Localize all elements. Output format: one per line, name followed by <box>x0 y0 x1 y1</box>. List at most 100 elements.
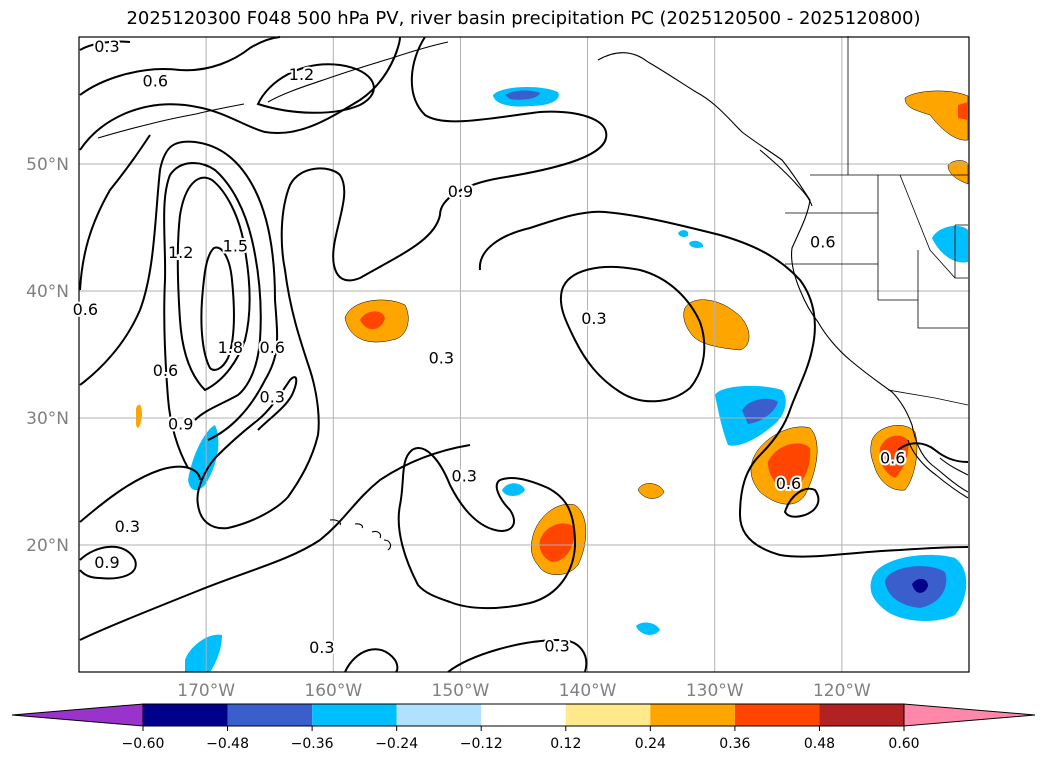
pv-contour-label: 0.9 <box>448 182 473 201</box>
pv-contour-label: 0.3 <box>115 517 140 536</box>
pv-contour-label: 1.8 <box>218 338 243 357</box>
pv-contour-label: 0.6 <box>73 300 98 319</box>
shade-blob <box>768 443 811 490</box>
pv-contour <box>447 638 588 673</box>
lat-tick-label: 50°N <box>26 155 69 175</box>
pv-contour-label: 0.6 <box>880 449 905 468</box>
shade-blob <box>947 160 969 185</box>
pv-contour-label: 0.3 <box>309 638 334 657</box>
pv-contour-label: 0.6 <box>153 361 178 380</box>
colorbar-segment <box>819 704 904 726</box>
pv-contour <box>478 210 969 558</box>
pv-contour <box>559 266 706 403</box>
lon-tick-label: 150°W <box>432 681 490 701</box>
pv-contour-label: 0.3 <box>544 637 569 656</box>
lon-tick-label: 160°W <box>304 681 362 701</box>
vancouver-island <box>759 149 813 207</box>
canada-province-border <box>847 36 956 279</box>
pv-contour <box>79 545 137 580</box>
colorbar-segment <box>396 704 482 726</box>
map-frame <box>78 36 970 673</box>
aleutians <box>97 103 245 139</box>
pv-contour-label: 0.6 <box>810 233 835 252</box>
coastlines <box>97 41 969 551</box>
graticule <box>79 37 969 672</box>
pv-contour <box>79 36 401 151</box>
colorbar-extend-low <box>11 703 144 727</box>
lat-tick-label: 40°N <box>26 282 69 302</box>
pv-contour <box>176 176 251 392</box>
pv-contour-label: 1.2 <box>168 243 193 262</box>
pv-contour-label: 0.9 <box>168 414 193 433</box>
shade-blob <box>932 225 968 263</box>
colorbar: −0.60 −0.48 −0.36 −0.24 −0.12 0.12 0.24 0.36 0.4… <box>11 703 1036 752</box>
pv-contour <box>79 140 279 441</box>
lat-tick-label: 30°N <box>26 409 69 429</box>
pv-contour-label: 1.2 <box>289 65 314 84</box>
baja-california <box>907 439 969 499</box>
colorbar-tick-label: −0.12 <box>460 736 503 752</box>
axis-labels: 170°W 160°W 150°W 140°W 130°W 120°W 20°N 30°N 40… <box>26 155 871 701</box>
pv-contour-labels: 0.3 0.6 1.2 0.9 0.6 1.2 1.5 0.6 1.8 0.6 0.6 0.3 0.9 0… <box>71 35 908 659</box>
pv-contour <box>783 487 820 518</box>
pv-contour <box>196 36 608 530</box>
shade-blob <box>502 483 525 496</box>
pv-contour-label: 0.3 <box>452 466 477 485</box>
pv-contour <box>79 465 201 523</box>
pv-contour-label: 0.6 <box>260 338 285 357</box>
pv-contour-label: 1.5 <box>223 237 248 256</box>
colorbar-tick-label: 0.60 <box>888 736 919 752</box>
pv-contour <box>897 442 969 463</box>
lon-tick-label: 130°W <box>686 681 744 701</box>
shade-blob <box>188 425 219 491</box>
pv-contour <box>344 648 399 673</box>
shade-blob <box>360 311 385 330</box>
lon-tick-label: 170°W <box>177 681 235 701</box>
colorbar-segment <box>734 704 820 726</box>
lon-tick-label: 120°W <box>813 681 871 701</box>
colorbar-tick-label: 0.24 <box>635 736 666 752</box>
shade-blob <box>912 578 928 593</box>
lon-tick-label: 140°W <box>559 681 617 701</box>
colorbar-segment <box>481 704 566 726</box>
pv-contour-label: 0.3 <box>260 388 285 407</box>
shade-blob <box>678 230 689 237</box>
pv-contour-label: 0.9 <box>94 553 119 572</box>
pv-contour <box>79 444 471 641</box>
colorbar-tick-label: 0.12 <box>550 736 581 752</box>
shade-blob <box>636 622 660 635</box>
shade-blob <box>539 523 575 562</box>
chart-title: 2025120300 F048 500 hPa PV, river basin … <box>126 8 921 29</box>
state-border <box>785 175 968 329</box>
colorbar-tick-label: −0.24 <box>375 736 418 752</box>
pv-contour-label: 0.6 <box>143 71 168 90</box>
shade-blob <box>185 634 222 672</box>
north-america-coast <box>597 52 969 493</box>
pv-contour <box>79 40 131 51</box>
pv-contour-label: 0.6 <box>776 474 801 493</box>
pv-contours <box>79 36 969 673</box>
shade-blob <box>683 299 750 351</box>
pv-contour <box>397 447 577 610</box>
colorbar-extend-high <box>903 703 1036 727</box>
pv-contour <box>79 36 281 96</box>
us-mexico-border <box>887 389 969 406</box>
gulf-of-california <box>939 457 969 476</box>
colorbar-tick-label: −0.36 <box>291 736 334 752</box>
shade-blob <box>505 90 540 100</box>
colorbar-tick-label: 0.48 <box>804 736 835 752</box>
colorbar-segment <box>312 704 397 726</box>
lat-tick-label: 20°N <box>26 536 69 556</box>
pv-contour <box>79 134 151 291</box>
shade-blob <box>904 90 969 141</box>
colorbar-outline <box>142 703 905 727</box>
colorbar-segment <box>227 704 313 726</box>
pv-contour-label: 0.3 <box>429 348 454 367</box>
colorbar-tick-label: −0.60 <box>122 736 165 752</box>
colorbar-tick-label: 0.36 <box>719 736 750 752</box>
shade-blob <box>689 240 704 248</box>
pv-contour <box>200 246 235 371</box>
colorbar-segment <box>565 704 651 726</box>
colorbar-tick-label: −0.48 <box>206 736 249 752</box>
